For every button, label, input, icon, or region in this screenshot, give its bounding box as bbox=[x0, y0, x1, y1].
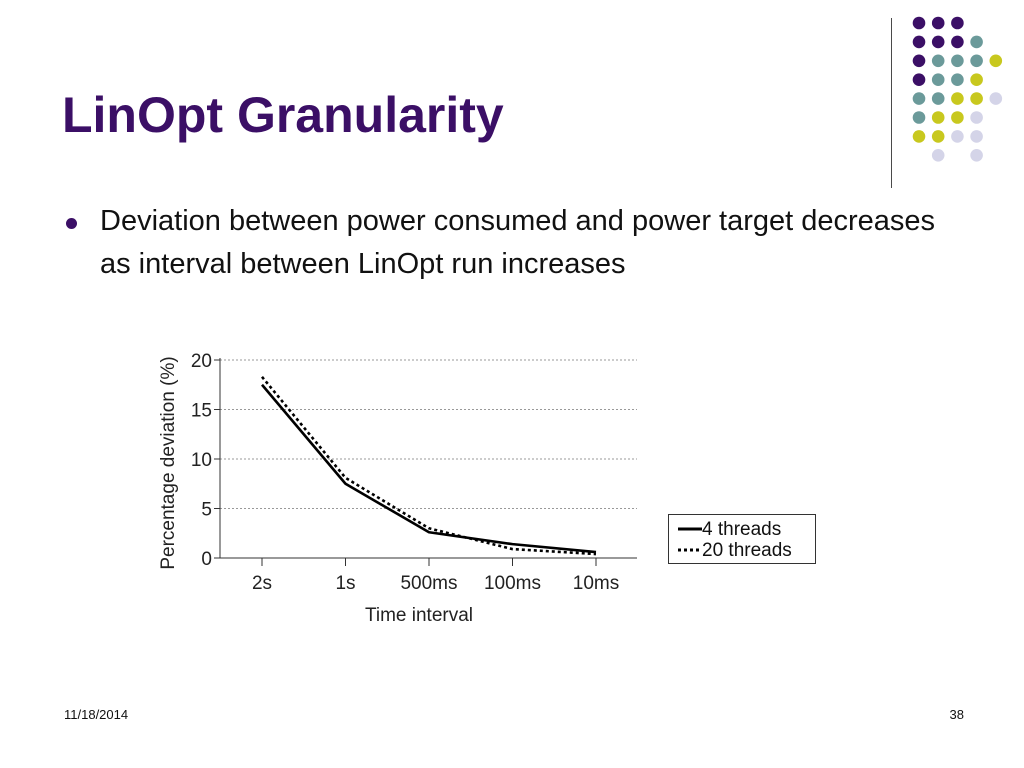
decor-dot bbox=[951, 130, 964, 143]
decor-dot bbox=[970, 149, 983, 162]
y-axis-label: Percentage deviation (%) bbox=[158, 356, 179, 569]
y-tick-label: 0 bbox=[201, 549, 212, 570]
y-tick-label: 20 bbox=[191, 351, 212, 372]
x-tick-label: 2s bbox=[252, 573, 272, 594]
decor-dot bbox=[931, 111, 945, 124]
series-line-2 bbox=[260, 376, 597, 556]
decor-dot bbox=[951, 16, 964, 30]
chart-series bbox=[260, 376, 597, 556]
decor-dot bbox=[912, 16, 926, 30]
slide-title: LinOpt Granularity bbox=[62, 87, 504, 143]
page-number: 38 bbox=[949, 707, 964, 722]
line-chart: 0 5 10 15 20 2s 1s 500ms 100ms 10ms Percentage de… bbox=[158, 351, 637, 626]
decor-dot bbox=[931, 35, 945, 49]
decor-dot bbox=[912, 111, 926, 124]
y-tick-label: 15 bbox=[191, 401, 212, 422]
decor-dot bbox=[989, 92, 1003, 105]
chart-grid bbox=[220, 359, 637, 509]
decor-dot bbox=[931, 73, 945, 86]
bullet-text: Deviation between power consumed and pow… bbox=[100, 205, 936, 280]
decor-dot bbox=[931, 149, 945, 162]
decor-dot bbox=[912, 130, 926, 143]
y-tick-label: 10 bbox=[191, 450, 212, 471]
decor-dot bbox=[912, 35, 926, 49]
x-axis-label: Time interval bbox=[365, 605, 473, 626]
bullet-dot bbox=[66, 218, 77, 229]
decor-dot bbox=[951, 35, 964, 49]
divider-line bbox=[891, 18, 892, 188]
chart-legend: 4 threads 20 threads bbox=[668, 514, 816, 564]
decor-dot bbox=[931, 92, 945, 105]
decor-dot bbox=[970, 92, 983, 105]
decor-dot bbox=[989, 54, 1003, 68]
decor-dot bbox=[970, 54, 983, 68]
decor-dot bbox=[970, 130, 983, 143]
decor-dot bbox=[951, 54, 964, 68]
decor-dot bbox=[912, 92, 926, 105]
decor-dot bbox=[970, 73, 983, 86]
x-tick-label: 100ms bbox=[484, 573, 541, 594]
decor-dot bbox=[931, 16, 945, 30]
decor-dot bbox=[951, 111, 964, 124]
legend-label-4-threads: 4 threads bbox=[702, 519, 781, 540]
decor-dot bbox=[970, 111, 983, 124]
decor-dot bbox=[951, 73, 964, 86]
y-tick-label: 5 bbox=[201, 500, 212, 521]
chart-axes: 0 5 10 15 20 2s 1s 500ms 100ms 10ms bbox=[191, 351, 637, 594]
decor-dot bbox=[931, 130, 945, 143]
legend-label-20-threads: 20 threads bbox=[702, 540, 792, 561]
x-tick-label: 10ms bbox=[573, 573, 619, 594]
series-line-1 bbox=[261, 383, 597, 554]
decor-dot bbox=[970, 35, 983, 49]
decor-dot bbox=[912, 73, 926, 86]
decor-dot bbox=[951, 92, 964, 105]
x-tick-label: 500ms bbox=[400, 573, 457, 594]
decor-dot bbox=[931, 54, 945, 68]
x-tick-label: 1s bbox=[335, 573, 355, 594]
footer-date: 11/18/2014 bbox=[64, 707, 129, 722]
decor-dot bbox=[912, 54, 926, 68]
